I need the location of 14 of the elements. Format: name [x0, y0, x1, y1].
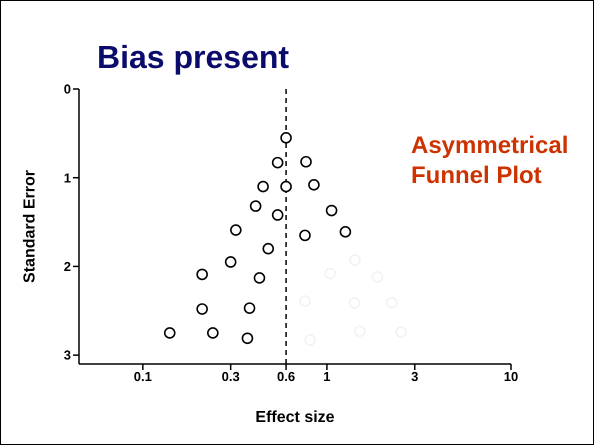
- annotation: Asymmetrical Funnel Plot: [411, 131, 570, 191]
- x-tick-label: 0.1: [134, 369, 152, 384]
- x-tick-label: 0.3: [222, 369, 240, 384]
- y-tick-label: 3: [64, 348, 71, 363]
- x-tick-label: 10: [504, 369, 518, 384]
- y-axis-title: Standard Error: [22, 170, 39, 283]
- x-axis-title: Effect size: [255, 409, 335, 426]
- y-tick-label: 0: [64, 82, 71, 97]
- y-tick-label: 2: [64, 259, 71, 274]
- y-tick-label: 1: [64, 170, 71, 186]
- x-tick-label: 0.6: [277, 369, 296, 384]
- chart-title: Bias present: [97, 39, 290, 76]
- x-tick-label: 1: [323, 369, 331, 384]
- x-tick-label: 3: [411, 369, 418, 384]
